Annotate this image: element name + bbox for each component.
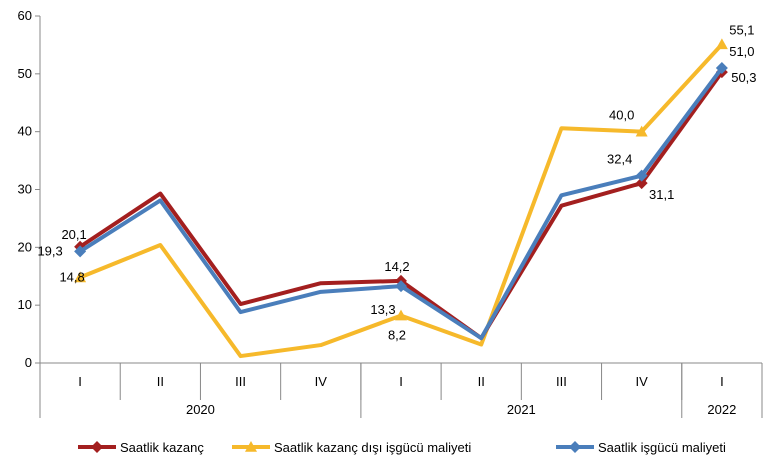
data-point bbox=[635, 125, 648, 137]
quarter-label: III bbox=[235, 374, 246, 389]
legend-label: Saatlik işgücü maliyeti bbox=[598, 440, 726, 455]
quarter-label: I bbox=[399, 374, 403, 389]
data-label: 31,1 bbox=[649, 187, 674, 202]
series-line bbox=[79, 42, 724, 359]
data-point bbox=[635, 177, 648, 190]
quarter-label: II bbox=[478, 374, 485, 389]
y-tick-label: 20 bbox=[18, 239, 32, 254]
data-point bbox=[635, 169, 648, 182]
data-point bbox=[715, 62, 728, 75]
y-tick-label: 50 bbox=[18, 66, 32, 81]
data-point bbox=[395, 309, 407, 321]
data-label: 14,2 bbox=[384, 259, 409, 274]
y-tick-label: 10 bbox=[18, 297, 32, 312]
data-label: 55,1 bbox=[729, 22, 754, 37]
quarter-label: IV bbox=[636, 374, 649, 389]
y-tick-label: 60 bbox=[18, 8, 32, 23]
year-label: 2022 bbox=[707, 402, 736, 417]
legend-label: Saatlik kazanç dışı işgücü maliyeti bbox=[274, 440, 471, 455]
legend-marker bbox=[569, 441, 581, 453]
legend-marker bbox=[91, 441, 103, 453]
legend-marker bbox=[245, 441, 257, 452]
data-label: 32,4 bbox=[607, 152, 632, 167]
data-label: 50,3 bbox=[731, 70, 756, 85]
data-label: 14,8 bbox=[59, 269, 84, 284]
quarter-label: I bbox=[78, 374, 82, 389]
data-label: 19,3 bbox=[37, 243, 62, 258]
legend-label: Saatlik kazanç bbox=[120, 440, 204, 455]
year-label: 2021 bbox=[507, 402, 536, 417]
quarter-label: I bbox=[720, 374, 724, 389]
y-tick-label: 0 bbox=[25, 355, 32, 370]
data-label: 20,1 bbox=[61, 227, 86, 242]
data-label: 40,0 bbox=[609, 108, 634, 123]
data-point bbox=[74, 271, 87, 283]
quarter-label: III bbox=[556, 374, 567, 389]
quarter-label: II bbox=[157, 374, 164, 389]
y-tick-label: 30 bbox=[18, 182, 32, 197]
data-point bbox=[395, 280, 407, 293]
quarter-label: IV bbox=[315, 374, 328, 389]
data-label: 13,3 bbox=[370, 302, 395, 317]
data-label: 51,0 bbox=[729, 44, 754, 59]
data-point bbox=[74, 245, 87, 258]
y-tick-label: 40 bbox=[18, 124, 32, 139]
data-point bbox=[715, 38, 728, 50]
data-label: 8,2 bbox=[388, 328, 406, 343]
year-label: 2020 bbox=[186, 402, 215, 417]
